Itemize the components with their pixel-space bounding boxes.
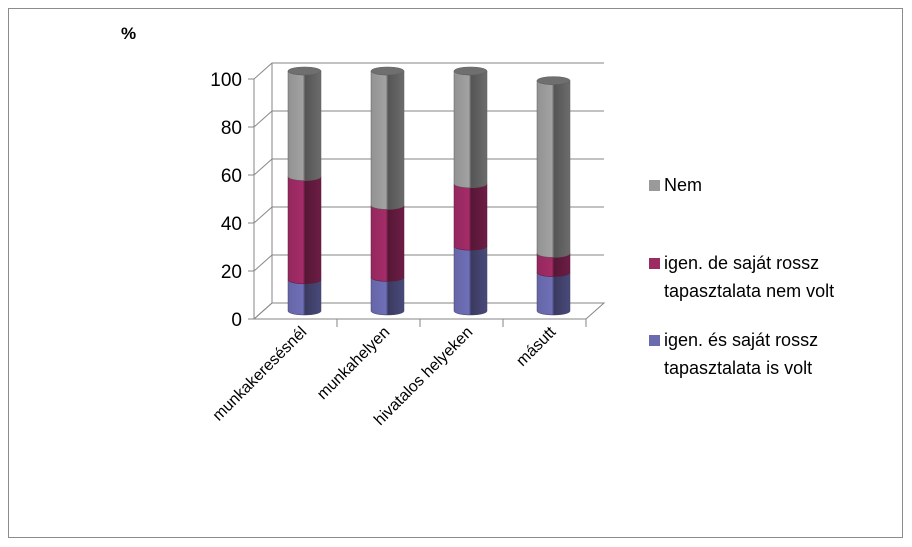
y-axis: 0 20 40 60 80 100 (210, 63, 606, 331)
bar-segment (370, 70, 405, 210)
legend-swatch (649, 335, 660, 346)
chart-frame: 0 20 40 60 80 100 munkakeresésnél munkahelyen h… (8, 8, 903, 538)
legend-label: igen. de saját rossz (664, 253, 819, 273)
bar-segment (453, 183, 488, 251)
y-tick-label: 40 (221, 214, 242, 235)
bar-top-cap (536, 76, 571, 85)
stacked-bar-chart: 0 20 40 60 80 100 munkakeresésnél munkahelyenh… (121, 24, 834, 429)
legend-label: tapasztalata is volt (664, 358, 812, 378)
y-tick-label: 60 (221, 166, 242, 187)
legend-label: tapasztalata nem volt (664, 281, 834, 301)
bar-segment (287, 279, 322, 316)
x-category-label: másutt (513, 323, 559, 369)
legend-label: Nem (664, 175, 702, 195)
bar-segment (453, 70, 488, 189)
bar-segment (287, 70, 322, 181)
legend-swatch (649, 180, 660, 191)
y-axis-title: % (121, 24, 136, 43)
bar-segment (370, 205, 405, 282)
chart-floor (252, 302, 606, 320)
y-tick-label: 0 (231, 310, 242, 331)
bar-segment (370, 277, 405, 316)
bar-segment (536, 80, 571, 258)
y-tick-label: 20 (221, 262, 242, 283)
y-tick-label: 100 (210, 70, 242, 91)
bar-segment (287, 176, 322, 285)
bar-top-cap (370, 66, 405, 76)
legend-swatch (649, 258, 660, 269)
x-category-label: munkahelyen (314, 324, 393, 403)
bar-segment (536, 272, 571, 316)
bar-top-cap (287, 66, 322, 76)
y-tick-label: 80 (221, 118, 242, 139)
x-category-label: munkakeresésnél (210, 324, 311, 425)
legend: Nem igen. de saját rossz tapasztalata nem … (649, 175, 834, 378)
bar-segment (453, 246, 488, 316)
bar-top-cap (453, 66, 488, 76)
bars (287, 66, 571, 316)
legend-label: igen. és saját rossz (664, 330, 818, 350)
